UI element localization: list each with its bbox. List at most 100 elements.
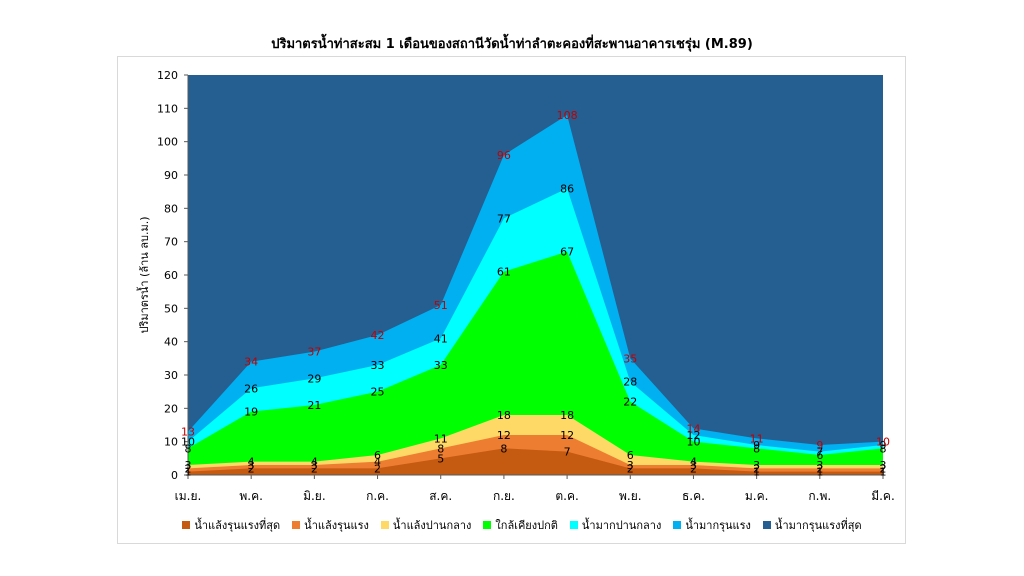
legend-item: น้ำแล้งปานกลาง bbox=[380, 516, 472, 534]
legend-swatch bbox=[292, 521, 301, 529]
y-tick-label: 40 bbox=[164, 336, 178, 349]
data-label: 2 bbox=[690, 462, 697, 475]
data-label: 108 bbox=[557, 109, 578, 122]
data-label: 61 bbox=[497, 266, 511, 279]
data-label: 10 bbox=[686, 436, 700, 449]
y-tick-label: 10 bbox=[164, 436, 178, 449]
data-label: 5 bbox=[437, 452, 444, 465]
data-label: 3 bbox=[690, 459, 697, 472]
area-series-4 bbox=[188, 251, 883, 475]
y-tick-label: 90 bbox=[164, 169, 178, 182]
data-label: 2 bbox=[816, 462, 823, 475]
data-label: 7 bbox=[816, 446, 823, 459]
data-label: 51 bbox=[434, 299, 448, 312]
data-label: 21 bbox=[307, 399, 321, 412]
data-label: 10 bbox=[876, 436, 890, 449]
x-tick-label: มิ.ย. bbox=[303, 489, 326, 503]
data-label: 35 bbox=[623, 352, 637, 365]
data-label: 2 bbox=[248, 462, 255, 475]
data-label: 7 bbox=[564, 446, 571, 459]
data-label: 67 bbox=[560, 246, 574, 259]
data-label: 3 bbox=[816, 459, 823, 472]
data-label: 9 bbox=[816, 439, 823, 452]
x-tick-label: พ.ค. bbox=[239, 489, 263, 503]
legend-item: น้ำมากปานกลาง bbox=[569, 516, 661, 534]
data-label: 13 bbox=[181, 426, 195, 439]
x-tick-label: มี.ค. bbox=[871, 489, 895, 503]
chart-title: ปริมาตรน้ำท่าสะสม 1 เดือนของสถานีวัดน้ำท… bbox=[271, 37, 753, 52]
chart-legend: น้ำแล้งรุนแรงที่สุด น้ำแล้งรุนแรง น้ำแล้งป… bbox=[162, 516, 882, 534]
data-label: 12 bbox=[560, 429, 574, 442]
data-label: 26 bbox=[244, 382, 258, 395]
data-label: 4 bbox=[690, 456, 697, 469]
data-label: 2 bbox=[627, 462, 634, 475]
data-label: 96 bbox=[497, 149, 511, 162]
data-label: 12 bbox=[686, 429, 700, 442]
data-label: 37 bbox=[307, 346, 321, 359]
data-label: 18 bbox=[497, 409, 511, 422]
x-tick-label: เม.ย. bbox=[175, 489, 202, 503]
data-label: 6 bbox=[627, 449, 634, 462]
legend-label: ใกล้เคียงปกติ bbox=[495, 519, 558, 532]
y-tick-label: 0 bbox=[171, 469, 178, 482]
legend-item: ใกล้เคียงปกติ bbox=[483, 516, 558, 534]
legend-label: น้ำมากรุนแรงที่สุด bbox=[774, 519, 862, 532]
data-label: 2 bbox=[185, 462, 192, 475]
area-series-1 bbox=[188, 448, 883, 475]
data-label: 9 bbox=[753, 439, 760, 452]
y-tick-label: 100 bbox=[157, 136, 178, 149]
y-tick-label: 60 bbox=[164, 269, 178, 282]
y-tick-label: 20 bbox=[164, 402, 178, 415]
data-label: 4 bbox=[248, 456, 255, 469]
data-label: 11 bbox=[434, 432, 448, 445]
legend-label: น้ำแล้งปานกลาง bbox=[392, 519, 472, 532]
data-label: 42 bbox=[371, 329, 385, 342]
data-label: 41 bbox=[434, 332, 448, 345]
x-tick-label: ธ.ค. bbox=[682, 489, 705, 503]
data-label: 25 bbox=[371, 386, 385, 399]
data-label: 8 bbox=[753, 442, 760, 455]
data-label: 22 bbox=[623, 396, 637, 409]
legend-item: น้ำมากรุนแรงที่สุด bbox=[762, 516, 862, 534]
y-tick-label: 110 bbox=[157, 102, 178, 115]
data-label: 2 bbox=[374, 462, 381, 475]
data-label: 3 bbox=[627, 459, 634, 472]
data-label: 4 bbox=[374, 456, 381, 469]
data-label: 1 bbox=[185, 466, 192, 479]
legend-swatch bbox=[380, 521, 389, 529]
x-tick-label: ม.ค. bbox=[745, 489, 769, 503]
data-label: 6 bbox=[816, 449, 823, 462]
legend-label: น้ำแล้งรุนแรงที่สุด bbox=[194, 519, 281, 532]
data-label: 34 bbox=[244, 356, 258, 369]
legend-swatch bbox=[673, 521, 682, 529]
data-label: 28 bbox=[623, 376, 637, 389]
data-label: 1 bbox=[753, 466, 760, 479]
data-label: 86 bbox=[560, 182, 574, 195]
x-tick-label: ส.ค. bbox=[429, 489, 452, 503]
x-tick-label: พ.ย. bbox=[619, 489, 642, 503]
data-label: 10 bbox=[181, 436, 195, 449]
legend-swatch bbox=[483, 521, 492, 529]
data-label: 8 bbox=[880, 442, 887, 455]
data-label: 3 bbox=[753, 459, 760, 472]
data-label: 33 bbox=[434, 359, 448, 372]
data-label: 77 bbox=[497, 212, 511, 225]
data-label: 3 bbox=[311, 459, 318, 472]
y-tick-label: 30 bbox=[164, 369, 178, 382]
legend-label: น้ำแล้งรุนแรง bbox=[304, 519, 369, 532]
legend-swatch bbox=[569, 521, 578, 529]
legend-label: น้ำมากรุนแรง bbox=[685, 519, 751, 532]
data-label: 29 bbox=[307, 372, 321, 385]
legend-swatch bbox=[762, 521, 771, 529]
x-tick-label: ก.พ. bbox=[808, 489, 831, 503]
data-label: 6 bbox=[374, 449, 381, 462]
data-label: 2 bbox=[880, 462, 887, 475]
x-tick-label: ก.ค. bbox=[366, 489, 389, 503]
data-label: 1 bbox=[880, 466, 887, 479]
data-label: 3 bbox=[880, 459, 887, 472]
y-tick-label: 70 bbox=[164, 236, 178, 249]
data-label: 18 bbox=[560, 409, 574, 422]
data-label: 14 bbox=[686, 422, 700, 435]
data-label: 3 bbox=[248, 459, 255, 472]
